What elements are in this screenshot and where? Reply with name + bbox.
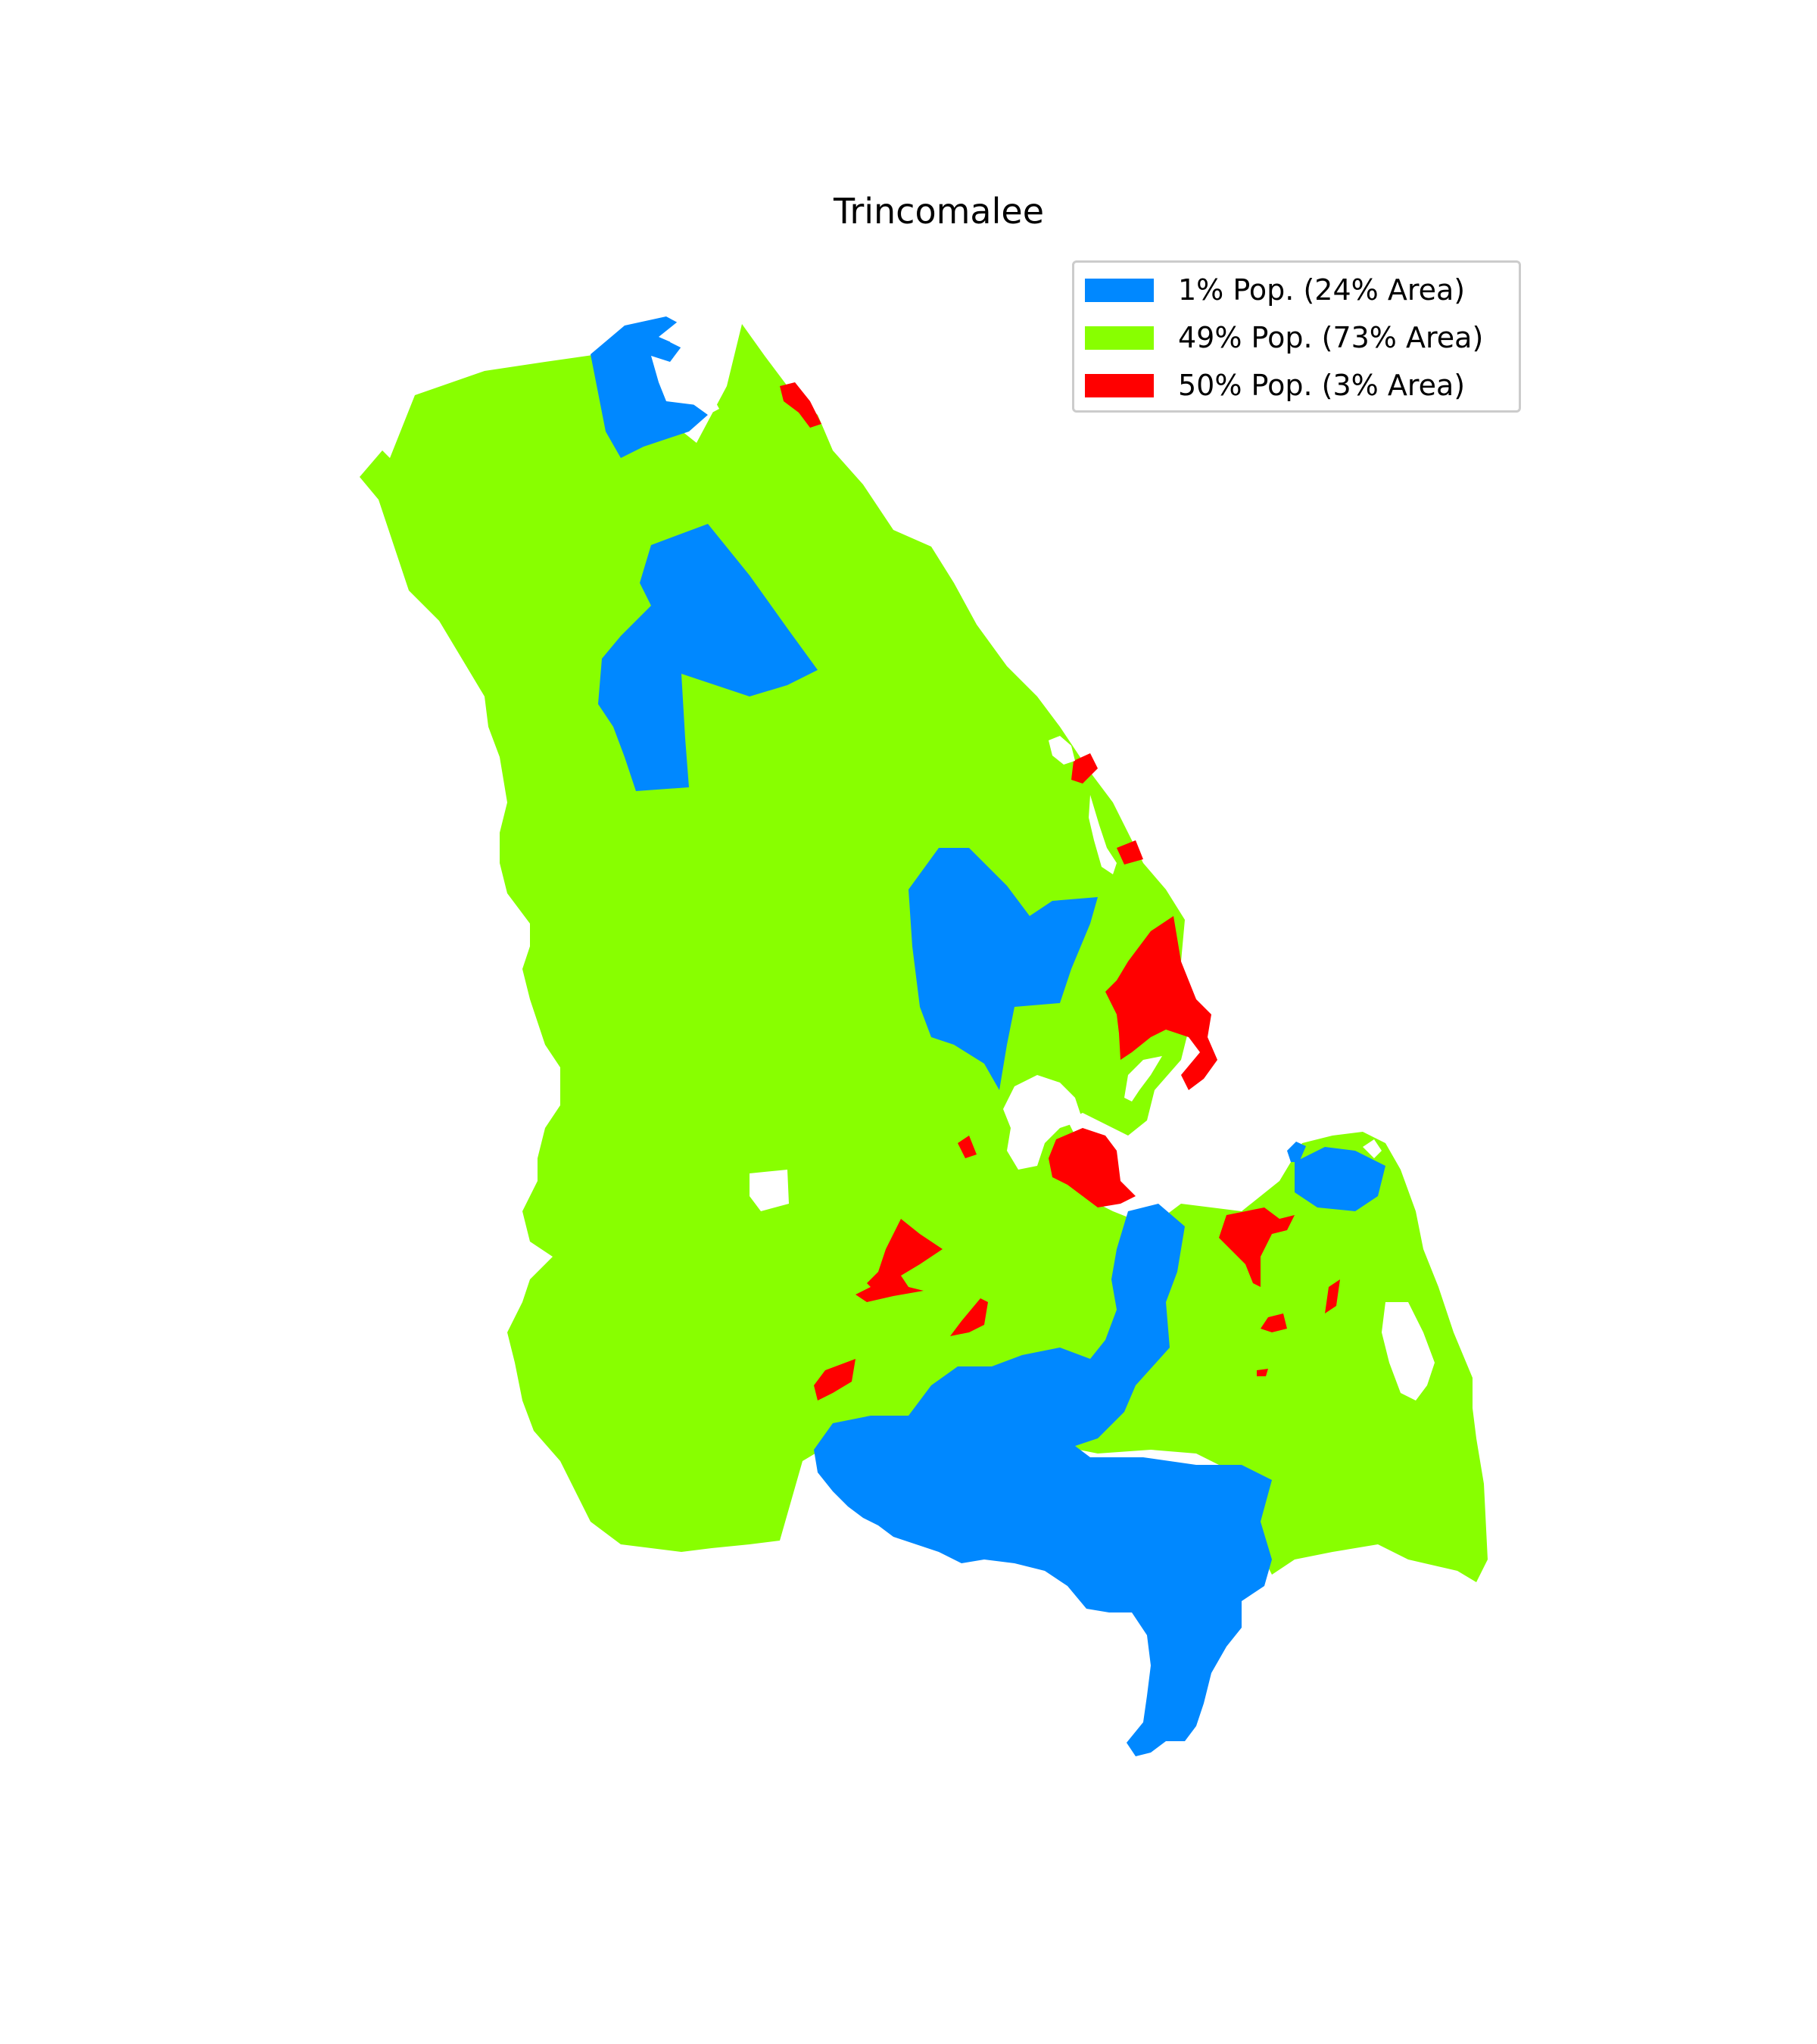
urban-north-coast-2 — [1071, 753, 1098, 784]
inner-harbour — [1124, 1056, 1162, 1101]
urban-north-coast-3 — [1117, 840, 1143, 865]
eastern-town-1 — [1219, 1207, 1295, 1287]
legend-label-mid: 49% Pop. (73% Area) — [1178, 321, 1484, 354]
urban-north-coast-1 — [780, 382, 821, 428]
eastern-inlet — [1363, 1139, 1382, 1158]
koddiyar-bay — [1003, 1075, 1083, 1170]
kokkilai-lagoon — [659, 316, 719, 415]
western-notch — [750, 1170, 789, 1211]
eastern-lake-area — [1295, 1147, 1385, 1211]
trincomalee-town — [1105, 916, 1217, 1090]
north-lagoon-area — [591, 316, 708, 458]
interior-town-2 — [856, 1219, 943, 1302]
southern-blue-area — [814, 1204, 1272, 1756]
legend-item-high: 50% Pop. (3% Area) — [1085, 369, 1465, 402]
map-title: Trincomalee — [834, 191, 1044, 232]
eastern-town-2 — [1325, 1279, 1340, 1313]
legend-label-low: 1% Pop. (24% Area) — [1178, 273, 1466, 307]
legend-item-low: 1% Pop. (24% Area) — [1085, 273, 1465, 307]
legend-item-mid: 49% Pop. (73% Area) — [1085, 321, 1483, 354]
coastal-lagoon-1 — [1049, 736, 1075, 765]
low-density-regions — [591, 316, 1385, 1756]
north-interior-area — [598, 524, 818, 791]
legend-swatch-mid — [1085, 326, 1154, 350]
water-bodies — [659, 316, 1435, 1401]
eastern-town-4 — [1257, 1369, 1268, 1376]
high-density-regions — [780, 382, 1340, 1401]
eastern-lagoon — [1382, 1302, 1435, 1401]
interior-town-1 — [958, 1136, 977, 1158]
china-bay-area — [1049, 1128, 1136, 1207]
coastal-lagoon-2 — [1089, 795, 1117, 874]
eastern-islet — [1287, 1142, 1306, 1162]
legend: 1% Pop. (24% Area) 49% Pop. (73% Area) 5… — [1072, 260, 1521, 413]
interior-town-4 — [814, 1359, 856, 1401]
interior-town-3 — [950, 1298, 988, 1336]
legend-swatch-low — [1085, 278, 1154, 302]
eastern-town-3 — [1261, 1313, 1287, 1332]
legend-swatch-high — [1085, 373, 1154, 397]
legend-label-high: 50% Pop. (3% Area) — [1178, 369, 1466, 402]
central-area — [908, 848, 1098, 1090]
